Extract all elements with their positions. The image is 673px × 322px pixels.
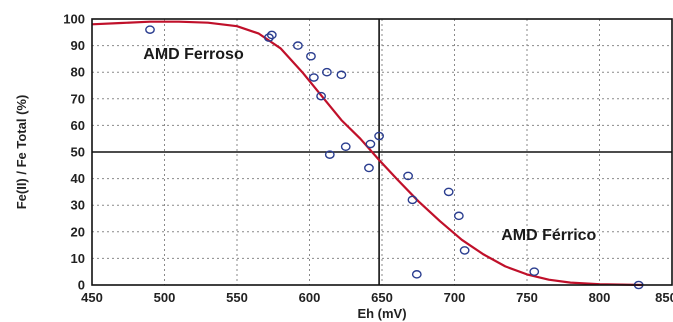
data-point (324, 150, 335, 159)
y-tick-label: 100 (63, 12, 85, 27)
data-point (443, 187, 454, 197)
data-point (263, 33, 274, 42)
data-point (453, 211, 464, 221)
annotation-amd-ferroso: AMD Ferroso (143, 46, 244, 63)
fit-curve (91, 20, 644, 287)
reference-lines (92, 19, 672, 285)
x-tick-label: 700 (444, 290, 466, 305)
data-point (403, 171, 413, 181)
x-tick-label: 600 (299, 290, 321, 305)
y-tick-label: 70 (71, 91, 85, 106)
y-axis-label: Fe(II) / Fe Total (%) (14, 95, 29, 210)
plot-border (91, 18, 673, 286)
data-point (340, 142, 351, 151)
data-point (308, 73, 319, 82)
annotation-amd-ferrico: AMD Férrico (501, 227, 596, 244)
data-point (365, 139, 376, 149)
x-tick-label: 650 (371, 290, 393, 305)
y-tick-label: 30 (71, 198, 85, 213)
x-tick-label: 500 (154, 290, 176, 305)
data-point (321, 67, 332, 77)
data-point (407, 195, 418, 205)
data-point (459, 246, 470, 255)
y-tick-label: 50 (71, 145, 85, 160)
data-point (529, 267, 540, 277)
x-tick-label: 550 (226, 290, 248, 305)
data-point (411, 270, 422, 279)
x-tick-label: 750 (516, 290, 538, 305)
tick-labels: 450 500 550 600 650 700 750 800 850 0 10 20 30 40 50 60… (63, 12, 673, 306)
data-point (316, 91, 326, 101)
fit-curve-layer (91, 20, 644, 287)
data-point (145, 25, 155, 34)
plot-frame (91, 18, 673, 286)
data-point (374, 131, 384, 141)
x-tick-label: 450 (81, 290, 103, 305)
y-tick-label: 90 (71, 38, 85, 53)
y-tick-label: 40 (71, 171, 85, 186)
x-tick-label: 800 (589, 290, 611, 305)
x-axis-label: Eh (mV) (357, 306, 406, 321)
data-point (336, 70, 347, 80)
y-tick-label: 60 (71, 118, 85, 133)
y-tick-label: 80 (71, 65, 85, 80)
x-tick-label: 850 (655, 290, 673, 305)
y-tick-label: 10 (71, 251, 85, 266)
data-point (266, 30, 277, 40)
y-tick-label: 0 (78, 278, 85, 293)
data-points (145, 25, 644, 290)
y-tick-label: 20 (71, 224, 85, 239)
data-point (306, 51, 316, 61)
data-point (364, 163, 374, 173)
data-point (292, 41, 303, 50)
